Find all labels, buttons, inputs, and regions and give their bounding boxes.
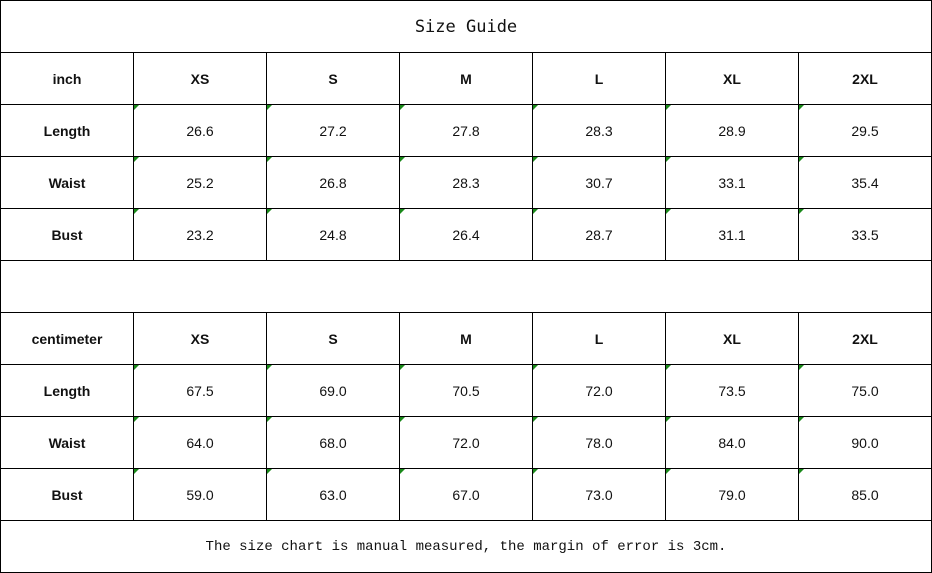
measurement-cell: 28.3 — [532, 104, 666, 157]
table-row: Length 26.6 27.2 27.8 28.3 28.9 29.5 — [0, 104, 932, 157]
row-label: Length — [0, 104, 134, 157]
measurement-cell: 25.2 — [133, 156, 267, 209]
table-row: Waist 64.0 68.0 72.0 78.0 84.0 90.0 — [0, 416, 932, 469]
size-header: M — [399, 312, 533, 365]
measurement-cell: 67.5 — [133, 364, 267, 417]
header-row: inch XS S M L XL 2XL — [0, 52, 932, 105]
measurement-cell: 72.0 — [532, 364, 666, 417]
measurement-cell: 63.0 — [266, 468, 400, 521]
size-header: 2XL — [798, 312, 932, 365]
measurement-cell: 27.2 — [266, 104, 400, 157]
measurement-cell: 26.8 — [266, 156, 400, 209]
measurement-cell: 84.0 — [665, 416, 799, 469]
table-row: Length 67.5 69.0 70.5 72.0 73.5 75.0 — [0, 364, 932, 417]
table-row: Bust 59.0 63.0 67.0 73.0 79.0 85.0 — [0, 468, 932, 521]
measurement-cell: 78.0 — [532, 416, 666, 469]
row-label: Bust — [0, 208, 134, 261]
measurement-cell: 75.0 — [798, 364, 932, 417]
measurement-cell: 26.4 — [399, 208, 533, 261]
measurement-cell: 70.5 — [399, 364, 533, 417]
measurement-cell: 29.5 — [798, 104, 932, 157]
header-row: centimeter XS S M L XL 2XL — [0, 312, 932, 365]
size-header: 2XL — [798, 52, 932, 105]
size-header: S — [266, 312, 400, 365]
measurement-cell: 69.0 — [266, 364, 400, 417]
measurement-cell: 59.0 — [133, 468, 267, 521]
measurement-cell: 27.8 — [399, 104, 533, 157]
measurement-cell: 30.7 — [532, 156, 666, 209]
measurement-cell: 24.8 — [266, 208, 400, 261]
measurement-cell: 73.0 — [532, 468, 666, 521]
measurement-cell: 90.0 — [798, 416, 932, 469]
table-row: Bust 23.2 24.8 26.4 28.7 31.1 33.5 — [0, 208, 932, 261]
row-label: Waist — [0, 156, 134, 209]
measurement-cell: 28.9 — [665, 104, 799, 157]
measurement-cell: 64.0 — [133, 416, 267, 469]
size-header: XL — [665, 312, 799, 365]
spacer-row — [0, 260, 932, 313]
unit-header: inch — [0, 52, 134, 105]
measurement-cell: 28.3 — [399, 156, 533, 209]
table-row: Waist 25.2 26.8 28.3 30.7 33.1 35.4 — [0, 156, 932, 209]
row-label: Length — [0, 364, 134, 417]
measurement-cell: 31.1 — [665, 208, 799, 261]
unit-header: centimeter — [0, 312, 134, 365]
measurement-cell: 72.0 — [399, 416, 533, 469]
measurement-cell: 73.5 — [665, 364, 799, 417]
size-header: L — [532, 52, 666, 105]
size-header: XS — [133, 52, 267, 105]
measurement-cell: 67.0 — [399, 468, 533, 521]
measurement-cell: 23.2 — [133, 208, 267, 261]
measurement-cell: 28.7 — [532, 208, 666, 261]
size-header: S — [266, 52, 400, 105]
measurement-cell: 85.0 — [798, 468, 932, 521]
row-label: Bust — [0, 468, 134, 521]
size-header: L — [532, 312, 666, 365]
footnote: The size chart is manual measured, the m… — [0, 520, 932, 573]
row-label: Waist — [0, 416, 134, 469]
size-header: XS — [133, 312, 267, 365]
measurement-cell: 26.6 — [133, 104, 267, 157]
table-title: Size Guide — [0, 0, 932, 53]
measurement-cell: 68.0 — [266, 416, 400, 469]
measurement-cell: 33.5 — [798, 208, 932, 261]
measurement-cell: 79.0 — [665, 468, 799, 521]
measurement-cell: 35.4 — [798, 156, 932, 209]
size-header: M — [399, 52, 533, 105]
measurement-cell: 33.1 — [665, 156, 799, 209]
size-header: XL — [665, 52, 799, 105]
